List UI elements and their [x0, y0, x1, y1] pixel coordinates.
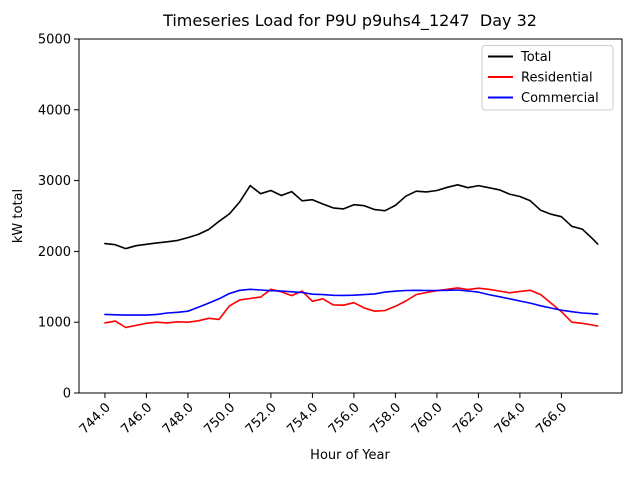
legend: Total Residential Commercial	[481, 45, 614, 111]
x-tick-label: 756.0	[326, 400, 363, 437]
chart-title: Timeseries Load for P9U p9uhs4_1247 Day …	[162, 11, 537, 31]
legend-label-commercial: Commercial	[521, 91, 599, 106]
y-tick-label: 5000	[38, 33, 71, 48]
legend-label-residential: Residential	[521, 71, 593, 86]
legend-box	[481, 45, 614, 111]
x-axis: 744.0 746.0 748.0 750.0 752.0 754.0 756.0 758.0…	[77, 393, 570, 437]
y-tick-label: 1000	[38, 316, 71, 331]
y-tick-label: 4000	[38, 103, 71, 118]
x-tick-label: 746.0	[118, 400, 155, 437]
y-tick-label: 2000	[38, 245, 71, 260]
x-tick-label: 766.0	[533, 400, 570, 437]
x-tick-label: 754.0	[284, 400, 321, 437]
series-line-total	[104, 184, 599, 250]
y-tick-label: 3000	[38, 174, 71, 189]
y-axis-label: kW total	[11, 189, 26, 243]
x-tick-label: 760.0	[409, 400, 446, 437]
plot-border	[78, 38, 623, 394]
x-tick-label: 744.0	[77, 400, 114, 437]
series-line-residential	[104, 287, 599, 329]
x-tick-label: 750.0	[201, 400, 238, 437]
x-tick-label: 762.0	[450, 400, 487, 437]
y-axis: 0 1000 2000 3000 4000 5000	[38, 33, 79, 402]
x-tick-label: 748.0	[160, 400, 197, 437]
x-tick-label: 764.0	[492, 400, 529, 437]
y-tick-label: 0	[63, 387, 71, 402]
series-line-commercial	[104, 288, 599, 316]
legend-label-total: Total	[520, 50, 551, 65]
x-tick-label: 752.0	[243, 400, 280, 437]
x-tick-label: 758.0	[367, 400, 404, 437]
x-axis-label: Hour of Year	[310, 448, 390, 463]
